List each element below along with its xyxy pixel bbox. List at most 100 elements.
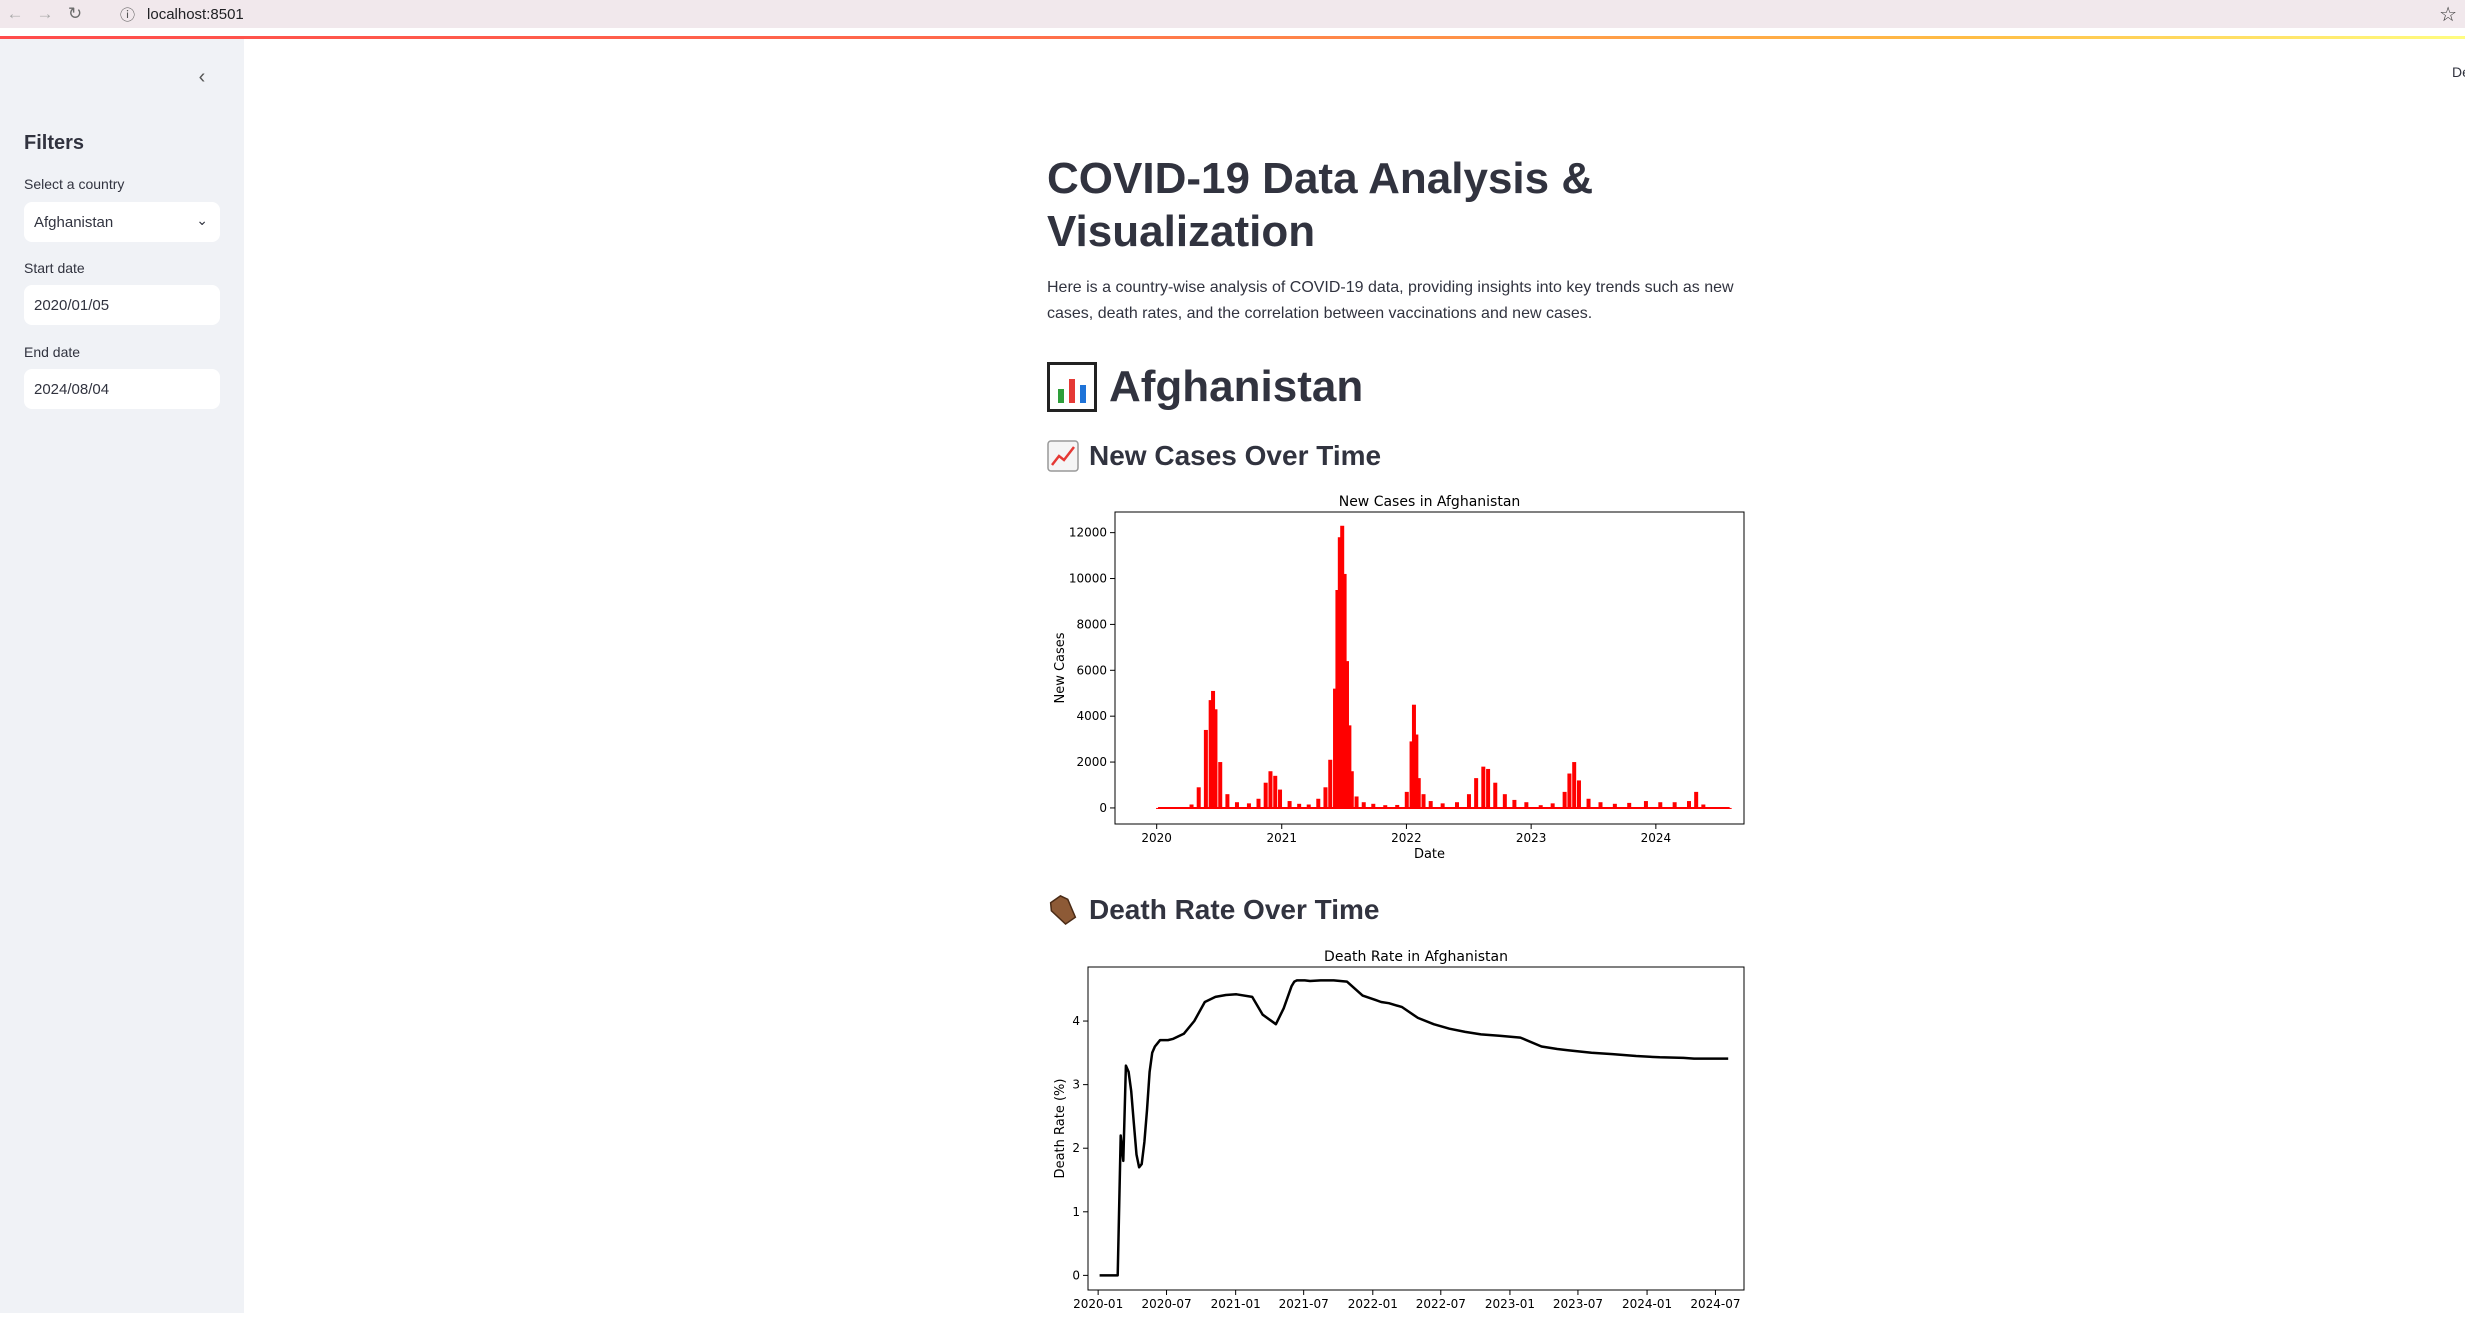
death-rate-chart-svg: Death Rate in Afghanistan 0 1 2 3 4 2020-01 202… <box>1053 949 1745 1311</box>
cases-bar <box>1234 802 1239 808</box>
cases-xlabel: Date <box>1414 847 1445 862</box>
cases-bar <box>1440 803 1445 808</box>
country-name: Afghanistan <box>1109 362 1364 411</box>
cases-bar <box>1333 688 1338 808</box>
start-date-input[interactable]: 2020/01/05 <box>24 285 220 325</box>
decoration-bar <box>0 36 2465 39</box>
cases-bar <box>1344 661 1349 808</box>
cases-bar <box>1278 789 1283 808</box>
chart-increasing-icon <box>1047 440 1079 472</box>
cases-bar <box>1672 802 1677 808</box>
new-cases-heading: New Cases Over Time <box>1047 436 1381 476</box>
deathrate-xtick-label: 2021-01 <box>1211 1297 1261 1311</box>
cases-bar <box>1474 778 1479 808</box>
cases-bar <box>1404 791 1409 808</box>
cases-bar <box>1572 762 1577 808</box>
deathrate-xtick-label: 2022-01 <box>1348 1297 1398 1311</box>
deathrate-ytick-label: 0 <box>1072 1268 1080 1282</box>
cases-bar <box>1335 590 1340 808</box>
deathrate-xtick-label: 2024-01 <box>1622 1297 1672 1311</box>
cases-ytick-label: 2000 <box>1076 755 1107 769</box>
start-date-value: 2020/01/05 <box>34 296 110 314</box>
cases-bar <box>1643 801 1648 808</box>
cases-bar <box>1256 798 1261 808</box>
cases-bar <box>1189 804 1194 808</box>
cases-bar <box>1409 741 1414 808</box>
reload-icon[interactable]: ↻ <box>67 4 83 23</box>
end-date-label: End date <box>24 344 81 360</box>
deathrate-ytick-label: 2 <box>1072 1141 1080 1155</box>
cases-bar <box>1361 802 1366 808</box>
deathrate-ytick-label: 3 <box>1072 1078 1080 1092</box>
cases-bar <box>1306 804 1311 808</box>
deathrate-title: Death Rate in Afghanistan <box>1324 949 1508 965</box>
collapse-sidebar-button[interactable]: ‹ <box>198 65 206 88</box>
deathrate-ylabel: Death Rate (%) <box>1053 1079 1068 1179</box>
deathrate-line <box>1099 979 1729 1277</box>
cases-bar <box>1213 709 1218 808</box>
country-label: Select a country <box>24 176 125 192</box>
url-text: localhost:8501 <box>147 5 244 23</box>
deathrate-xtick-label: 2024-07 <box>1690 1297 1740 1311</box>
end-date-input[interactable]: 2024/08/04 <box>24 369 220 409</box>
cases-bar <box>1347 725 1352 808</box>
browser-toolbar: ← → ↻ ⓘ localhost:8501 ☆ <box>0 0 2465 28</box>
deathrate-xtick-label: 2021-07 <box>1279 1297 1329 1311</box>
cases-bar <box>1287 801 1292 808</box>
cases-bar <box>1493 782 1498 808</box>
cases-bar <box>1486 768 1491 808</box>
sidebar: ‹ Filters Select a country Afghanistan ⌄… <box>0 39 244 1313</box>
cases-bar <box>1203 729 1208 808</box>
cases-bar <box>1562 791 1567 808</box>
cases-bar <box>1524 802 1529 808</box>
cases-bar <box>1211 690 1216 808</box>
cases-ytick-label: 10000 <box>1069 572 1107 586</box>
cases-xtick-label: 2020 <box>1141 831 1172 845</box>
cases-bar <box>1246 803 1251 808</box>
deathrate-xtick-label: 2020-07 <box>1141 1297 1191 1311</box>
cases-bar <box>1694 791 1699 808</box>
coffin-icon <box>1047 894 1079 926</box>
cases-bar <box>1383 805 1388 808</box>
arrow-left-icon[interactable]: ← <box>6 4 24 23</box>
cases-bar <box>1273 775 1278 808</box>
death-rate-chart: Death Rate in Afghanistan 0 1 2 3 4 2020-01 202… <box>1047 943 1747 1313</box>
cases-bar <box>1481 766 1486 808</box>
new-cases-chart-svg: New Cases in Afghanistan 0 2000 4000 6000 800… <box>1053 494 1745 862</box>
cases-bar <box>1612 803 1617 808</box>
death-rate-heading: Death Rate Over Time <box>1047 890 1380 930</box>
cases-bar <box>1316 798 1321 808</box>
page-title: COVID-19 Data Analysis & Visualization <box>1047 154 1594 256</box>
cases-bar <box>1658 802 1663 808</box>
end-date-value: 2024/08/04 <box>34 380 110 398</box>
cases-bar <box>1323 787 1328 808</box>
cases-title: New Cases in Afghanistan <box>1339 494 1521 510</box>
cases-bar <box>1395 804 1400 808</box>
cases-bar <box>1196 787 1201 808</box>
cases-bar <box>1218 762 1223 808</box>
cases-bar <box>1342 573 1347 808</box>
deploy-button[interactable]: De <box>2452 64 2465 80</box>
cases-bar <box>1421 794 1426 808</box>
arrow-right-icon[interactable]: → <box>36 4 54 23</box>
cases-ylabel: New Cases <box>1053 632 1068 703</box>
country-select[interactable]: Afghanistan ⌄ <box>24 202 220 242</box>
cases-ytick-label: 4000 <box>1076 709 1107 723</box>
cases-bar <box>1586 798 1591 808</box>
cases-bar <box>1340 525 1345 808</box>
deathrate-xtick-label: 2022-07 <box>1416 1297 1466 1311</box>
cases-bar <box>1455 802 1460 808</box>
deathrate-ytick-label: 1 <box>1072 1205 1080 1219</box>
address-bar[interactable]: ⓘ localhost:8501 <box>120 2 2420 26</box>
cases-bar <box>1466 794 1471 808</box>
cases-bar <box>1225 794 1230 808</box>
cases-ytick-label: 6000 <box>1076 663 1107 677</box>
cases-bar <box>1567 773 1572 808</box>
info-icon[interactable]: ⓘ <box>120 6 136 24</box>
new-cases-heading-text: New Cases Over Time <box>1089 440 1382 471</box>
cases-bar <box>1416 778 1421 808</box>
cases-bar <box>1686 801 1691 808</box>
star-icon[interactable]: ☆ <box>2439 4 2457 26</box>
cases-bar <box>1428 801 1433 808</box>
cases-bar <box>1538 805 1543 808</box>
